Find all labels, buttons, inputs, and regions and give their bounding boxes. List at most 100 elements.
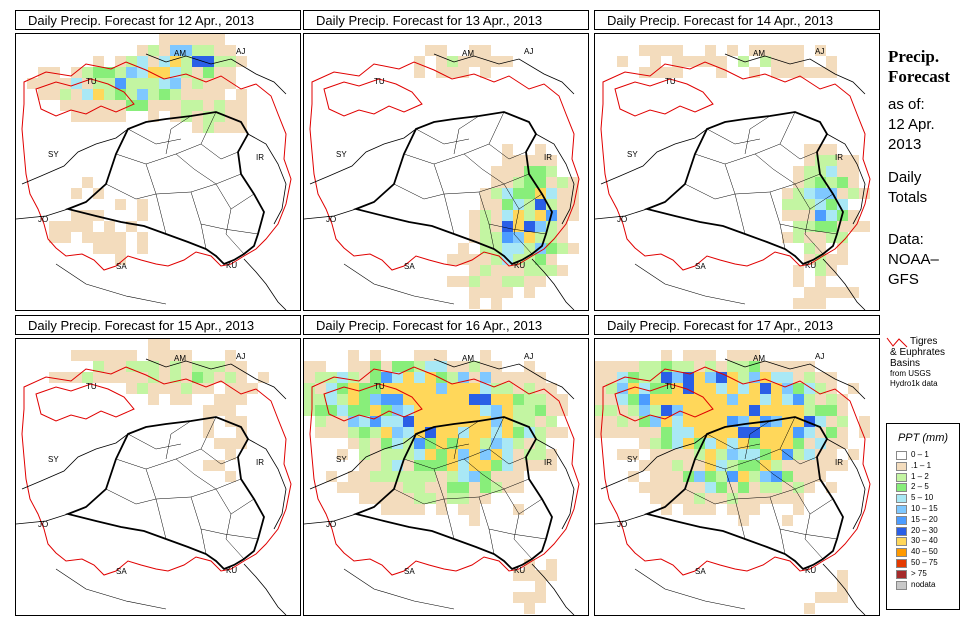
- ppt-legend-item: nodata: [896, 580, 959, 591]
- province-border: [488, 528, 547, 540]
- legend-swatch: [896, 537, 907, 547]
- legend-swatch: [896, 472, 907, 482]
- iraq-border: [65, 111, 265, 266]
- precip-grid: [304, 350, 568, 614]
- country-border: [304, 208, 357, 220]
- province-border: [724, 163, 746, 235]
- legend-swatch: [896, 580, 907, 590]
- map-label-ku: KU: [805, 566, 816, 575]
- map-label-sa: SA: [116, 567, 127, 576]
- precip-grid: [595, 350, 870, 614]
- precip-map[interactable]: AM AJ TU SY IR JO SA KU: [594, 33, 880, 311]
- province-border: [215, 488, 255, 515]
- data-label: Data:: [888, 231, 924, 248]
- country-border: [247, 133, 287, 225]
- data-source-block: Data: NOAA– GFS: [888, 230, 939, 290]
- province-border: [744, 115, 771, 155]
- country-border: [21, 433, 129, 490]
- province-border: [155, 173, 242, 195]
- iraq-border: [353, 416, 553, 571]
- province-border: [105, 488, 157, 505]
- basin-legend: Tigres & Euphrates Basins from USGS Hydr…: [886, 336, 970, 389]
- map-label-am: AM: [753, 354, 765, 363]
- map-label-tu: TU: [374, 77, 385, 86]
- panel-title: Daily Precip. Forecast for 17 Apr., 2013: [594, 315, 880, 335]
- province-border: [165, 420, 192, 460]
- precip-map[interactable]: AM AJ TU SY IR JO SA KU: [15, 338, 301, 616]
- country-border: [535, 438, 575, 530]
- province-border: [200, 143, 239, 160]
- precip-map[interactable]: AM AJ TU SY IR JO SA KU: [303, 33, 589, 311]
- forecast-panel-3: Daily Precip. Forecast for 14 Apr., 2013…: [594, 10, 880, 311]
- map-label-tu: TU: [86, 382, 97, 391]
- ppt-legend-item: 1 – 2: [896, 472, 959, 483]
- basin-outline: [309, 61, 580, 271]
- totals-block: Daily Totals: [888, 168, 927, 208]
- panel-title: Daily Precip. Forecast for 13 Apr., 2013: [303, 10, 589, 30]
- province-border: [453, 115, 480, 155]
- ppt-legend-title: PPT (mm): [897, 432, 949, 444]
- panel-title: Daily Precip. Forecast for 15 Apr., 2013: [15, 315, 301, 335]
- ppt-legend-item: 40 – 50: [896, 547, 959, 558]
- province-border: [754, 153, 796, 185]
- province-border: [175, 153, 217, 185]
- iraq-border: [353, 111, 553, 266]
- province-border: [155, 478, 242, 500]
- coastline: [243, 563, 287, 615]
- map-label-ir: IR: [256, 153, 264, 162]
- province-border: [165, 115, 192, 155]
- coastline: [243, 258, 287, 310]
- forecast-panel-2: Daily Precip. Forecast for 13 Apr., 2013…: [303, 10, 589, 311]
- map-label-sy: SY: [48, 455, 59, 464]
- as-of-label: as of:: [888, 96, 925, 113]
- basin-legend-line-3: Basins: [890, 358, 921, 369]
- ppt-legend-item: 0 – 1: [896, 450, 959, 461]
- precip-map[interactable]: AM AJ TU SY IR JO SA KU: [303, 338, 589, 616]
- country-border: [343, 263, 455, 305]
- map-label-ir: IR: [544, 458, 552, 467]
- country-border: [309, 128, 417, 185]
- basin-outline: [614, 383, 714, 422]
- province-border: [433, 163, 455, 235]
- map-label-sa: SA: [695, 567, 706, 576]
- forecast-heading: Precip. Forecast: [888, 47, 950, 87]
- legend-swatch: [896, 526, 907, 536]
- country-border: [724, 358, 866, 400]
- legend-swatch: [896, 515, 907, 525]
- province-border: [706, 128, 761, 145]
- map-label-am: AM: [462, 354, 474, 363]
- ppt-legend-item: 15 – 20: [896, 515, 959, 526]
- precip-map[interactable]: AM AJ TU SY IR JO SA KU: [15, 33, 301, 311]
- province-border: [225, 208, 245, 255]
- province-border: [463, 153, 505, 185]
- province-border: [190, 496, 207, 555]
- country-border: [826, 133, 866, 225]
- legend-label: 1 – 2: [911, 471, 929, 481]
- data-source-1: NOAA–: [888, 251, 939, 268]
- data-source-2: GFS: [888, 271, 919, 288]
- province-border: [488, 448, 527, 465]
- legend-swatch: [896, 569, 907, 579]
- map-label-sy: SY: [336, 150, 347, 159]
- map-label-aj: AJ: [815, 352, 824, 361]
- country-border: [55, 263, 167, 305]
- map-label-sy: SY: [48, 150, 59, 159]
- legend-swatch: [896, 548, 907, 558]
- map-label-am: AM: [174, 354, 186, 363]
- map-svg: AM AJ TU SY IR JO SA KU: [595, 350, 871, 615]
- map-svg: AM AJ TU SY IR JO SA KU: [595, 45, 871, 310]
- map-label-tu: TU: [665, 77, 676, 86]
- as-of-block: as of: 12 Apr. 2013: [888, 95, 935, 155]
- basin-outline: [600, 61, 871, 271]
- country-border: [595, 513, 648, 525]
- province-border: [175, 458, 217, 490]
- province-border: [453, 420, 480, 460]
- basin-outline: [323, 383, 423, 422]
- country-border: [21, 128, 129, 185]
- map-label-tu: TU: [665, 382, 676, 391]
- basin-outline: [21, 61, 292, 271]
- precip-map[interactable]: AM AJ TU SY IR JO SA KU: [594, 338, 880, 616]
- country-border: [16, 513, 69, 525]
- basin-legend-line-2: & Euphrates: [890, 347, 946, 358]
- panel-title: Daily Precip. Forecast for 16 Apr., 2013: [303, 315, 589, 335]
